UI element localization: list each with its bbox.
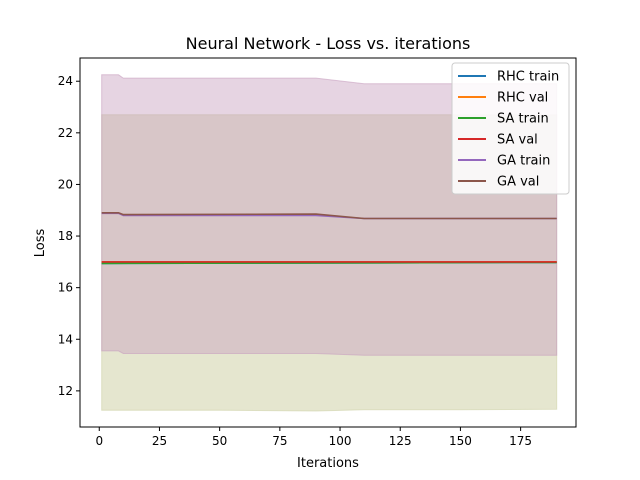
plot-frame	[79, 57, 577, 428]
x-tick-label: 125	[389, 434, 412, 448]
y-tick-label: 22	[58, 126, 73, 140]
y-tick-label: 24	[58, 74, 73, 88]
legend-label: RHC train	[497, 70, 559, 85]
x-tick-label: 75	[272, 434, 287, 448]
legend-label: GA val	[497, 175, 539, 190]
x-axis-label: Iterations	[297, 456, 359, 471]
series-lines	[101, 212, 557, 265]
x-tick-label: 100	[329, 434, 352, 448]
y-tick-label: 18	[58, 229, 73, 243]
x-tick-label: 50	[212, 434, 227, 448]
y-axis-ticks: 12 14 16 18 20 22 24	[58, 74, 80, 398]
series-line-ga-val	[101, 212, 557, 220]
legend-label: GA train	[497, 154, 550, 169]
y-tick-label: 12	[58, 384, 73, 398]
x-axis-ticks: 0 25 50 75 100 125 150 175	[95, 427, 532, 448]
legend: RHC train RHC val SA train SA val GA train GA…	[451, 62, 570, 195]
legend-label: SA val	[497, 133, 538, 148]
chart-title: Neural Network - Loss vs. iterations	[186, 34, 471, 53]
legend-label: SA train	[497, 112, 549, 127]
x-tick-label: 25	[152, 434, 167, 448]
x-tick-label: 175	[509, 434, 532, 448]
y-tick-label: 16	[58, 281, 73, 295]
legend-label: RHC val	[497, 91, 548, 106]
legend-box	[451, 62, 570, 195]
x-tick-label: 0	[95, 434, 103, 448]
y-tick-label: 14	[58, 332, 73, 346]
x-tick-label: 150	[449, 434, 472, 448]
y-axis-label: Loss	[33, 229, 48, 258]
y-tick-label: 20	[58, 177, 73, 191]
